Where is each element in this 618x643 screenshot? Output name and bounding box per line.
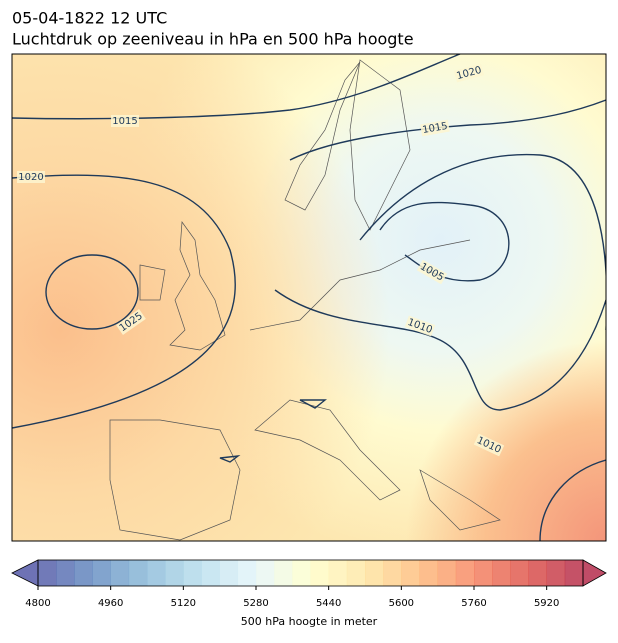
colorbar-segment bbox=[492, 560, 511, 586]
colorbar-extend-low bbox=[11, 559, 39, 587]
colorbar-extend-high bbox=[582, 559, 607, 587]
colorbar-segment bbox=[237, 560, 257, 586]
colorbar-segment bbox=[401, 560, 420, 586]
colorbar-tick-label: 5760 bbox=[461, 598, 486, 609]
colorbar-segment bbox=[256, 560, 275, 586]
colorbar-segment bbox=[110, 560, 130, 586]
colorbar-segment bbox=[437, 560, 457, 586]
colorbar-segment bbox=[564, 560, 584, 586]
isobar-label: 1015 bbox=[112, 116, 137, 127]
isobar-label-bg bbox=[473, 433, 505, 457]
colorbar-frame bbox=[37, 559, 584, 587]
colorbar-segment bbox=[74, 560, 93, 586]
colorbar-tick-label: 5600 bbox=[389, 598, 414, 609]
colorbar-segment bbox=[219, 560, 239, 586]
colorbar-segment bbox=[328, 560, 348, 586]
colorbar-tick-label: 5440 bbox=[316, 598, 341, 609]
colorbar-segment bbox=[546, 560, 566, 586]
colorbar-segment bbox=[147, 560, 166, 586]
isobar-label-bg bbox=[116, 309, 146, 335]
colorbar-segment bbox=[201, 560, 220, 586]
colorbar-tick-label: 4800 bbox=[25, 598, 50, 609]
colorbar: 4800 4960 5120 5280 5440 5600 5760 5920 bbox=[11, 559, 607, 609]
colorbar-segment bbox=[528, 560, 547, 586]
colorbar-segment bbox=[292, 560, 311, 586]
colorbar-segment bbox=[56, 560, 75, 586]
colorbar-segment bbox=[165, 560, 184, 586]
isobar-label-bg bbox=[420, 119, 450, 137]
colorbar-segment bbox=[474, 560, 493, 586]
map-frame bbox=[11, 53, 607, 542]
colorbar-tick-label: 5280 bbox=[243, 598, 268, 609]
isobar-label-bg bbox=[404, 315, 436, 337]
colorbar-tick-label: 4960 bbox=[98, 598, 123, 609]
colorbar-segment bbox=[92, 560, 111, 586]
subtitle: Luchtdruk op zeeniveau in hPa en 500 hPa… bbox=[12, 30, 414, 49]
colorbar-segment bbox=[38, 560, 57, 586]
colorbar-segment bbox=[383, 560, 402, 586]
colorbar-segment bbox=[419, 560, 438, 586]
colorbar-segment bbox=[310, 560, 329, 586]
colorbar-tick-label: 5120 bbox=[171, 598, 196, 609]
title: 05-04-1822 12 UTC bbox=[12, 9, 167, 28]
colorbar-segment bbox=[365, 560, 384, 586]
isobar-label: 1015 bbox=[422, 121, 449, 136]
colorbar-segment bbox=[183, 560, 202, 586]
colorbar-segment bbox=[274, 560, 293, 586]
colorbar-segment bbox=[346, 560, 366, 586]
isobar-label-bg bbox=[453, 63, 485, 83]
coastlines bbox=[109, 59, 501, 541]
colorbar-label: 500 hPa hoogte in meter bbox=[241, 615, 378, 628]
colorbar-tick-label: 5920 bbox=[534, 598, 559, 609]
isobar-label-bg bbox=[111, 115, 139, 127]
colorbar-segment bbox=[128, 560, 148, 586]
colorbar-segment bbox=[455, 560, 475, 586]
se-field bbox=[12, 54, 606, 541]
isobar-label: 1020 bbox=[18, 172, 43, 183]
colorbar-segment bbox=[510, 560, 529, 586]
isobar-label-bg bbox=[17, 171, 45, 183]
isobar-label-bg bbox=[416, 259, 448, 285]
